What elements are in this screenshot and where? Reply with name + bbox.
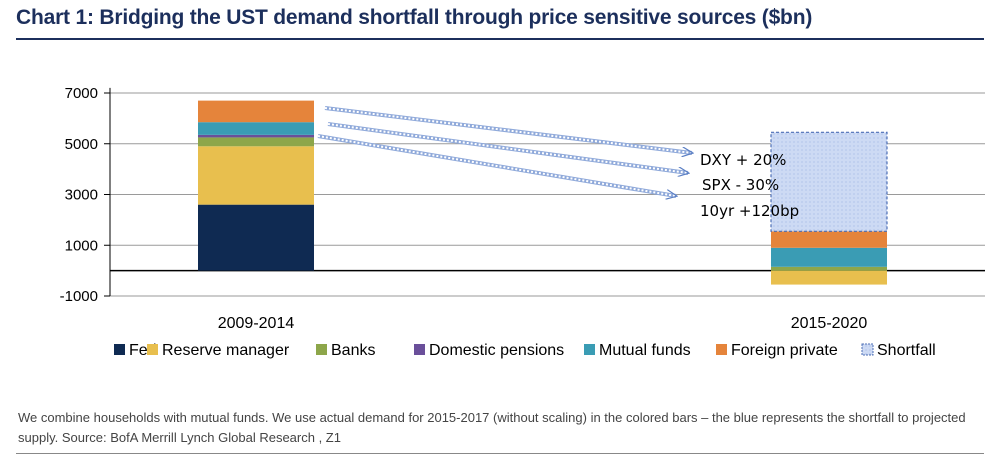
bar-segment-foreign-private	[771, 231, 887, 248]
bar-segment-mutual-funds	[198, 122, 314, 135]
legend-label: Mutual funds	[599, 342, 691, 359]
arrow	[317, 135, 676, 196]
legend-swatch	[147, 344, 158, 355]
bar-segment-fed	[198, 204, 314, 271]
legend-label: Reserve manager	[162, 342, 290, 359]
bar-segment-reserve-manager	[198, 146, 314, 205]
annotation-label: 10yr +120bp	[700, 202, 799, 220]
bar-segment-domestic-pensions	[198, 134, 314, 138]
category-label: 2015-2020	[791, 315, 868, 332]
arrows	[317, 106, 692, 196]
y-tick-label: 3000	[65, 187, 98, 204]
title-divider	[16, 38, 984, 40]
legend-label: Foreign private	[731, 342, 838, 359]
bottom-divider	[16, 453, 984, 454]
legend-label: Shortfall	[877, 342, 936, 359]
legend-swatch	[716, 344, 727, 355]
chart-title: Chart 1: Bridging the UST demand shortfa…	[16, 6, 813, 29]
y-tick-label: 7000	[65, 85, 98, 102]
legend-swatch	[316, 344, 327, 355]
stacked-bar-chart: 7000 5000 3000 1000 -1000 DXY + 20% SPX - 30%…	[60, 85, 985, 359]
bar-segment-shortfall	[770, 131, 888, 232]
category-label: 2009-2014	[218, 315, 295, 332]
legend-swatch	[414, 344, 425, 355]
legend-swatch	[114, 344, 125, 355]
chart-footnote: We combine households with mutual funds.…	[18, 410, 966, 445]
bar-segment-foreign-private	[198, 100, 314, 123]
arrow	[327, 123, 688, 173]
annotation-label: DXY + 20%	[700, 151, 786, 169]
legend-label: Banks	[331, 342, 375, 359]
x-axis-labels: 2009-2014 2015-2020	[218, 315, 868, 332]
arrow	[324, 107, 692, 153]
y-tick-label: 1000	[65, 237, 98, 254]
legend-label: Domestic pensions	[429, 342, 564, 359]
legend-swatch	[584, 344, 595, 355]
bar-segment-banks	[771, 266, 887, 271]
y-tick-label: -1000	[60, 288, 98, 305]
bar-segment-reserve-manager	[771, 270, 887, 285]
bar-segment-banks	[198, 137, 314, 147]
y-tick-label: 5000	[65, 136, 98, 153]
annotation-label: SPX - 30%	[702, 176, 779, 194]
bar-segment-mutual-funds	[771, 247, 887, 267]
legend: Fed Reserve manager Banks Domestic pensions…	[114, 342, 936, 359]
annotations: DXY + 20% SPX - 30% 10yr +120bp	[700, 151, 799, 220]
legend-swatch	[861, 343, 874, 356]
bars	[198, 100, 888, 285]
